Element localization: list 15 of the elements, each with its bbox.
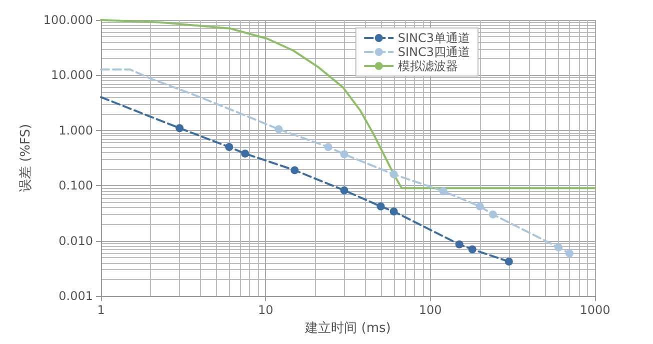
- legend-label: 模拟滤波器: [398, 59, 458, 73]
- y-tick-label: 0.001: [58, 289, 93, 303]
- y-axis-title: 误差 (%FS): [18, 124, 34, 192]
- y-tick-label: 100.000: [43, 13, 93, 27]
- x-axis-title: 建立时间 (ms): [304, 320, 391, 336]
- y-tick-label: 10.000: [51, 68, 93, 82]
- x-tick-label: 100: [418, 303, 442, 317]
- legend-label: SINC3四通道: [398, 45, 470, 59]
- x-tick-label: 1: [97, 303, 105, 317]
- x-tick-label: 10: [258, 303, 274, 317]
- y-tick-label: 0.100: [58, 178, 93, 193]
- y-tick-label: 1.000: [58, 123, 93, 138]
- y-tick-label: 0.010: [58, 234, 93, 248]
- x-tick-label: 1000: [580, 303, 610, 317]
- legend-label: SINC3单通道: [398, 31, 470, 45]
